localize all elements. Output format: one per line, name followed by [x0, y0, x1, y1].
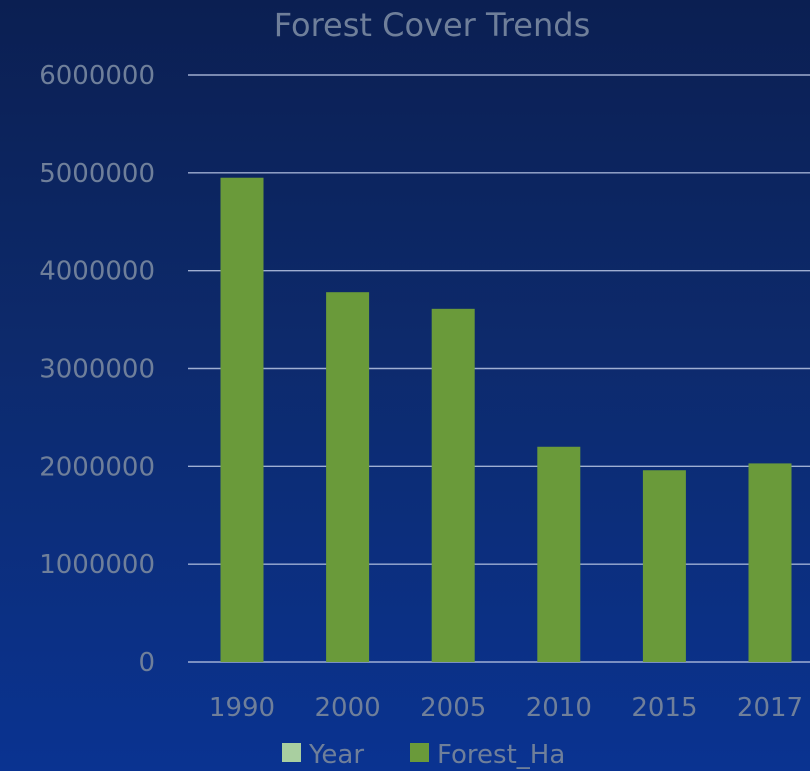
x-tick-label-1990: 1990 [209, 693, 275, 723]
x-tick-label-2005: 2005 [420, 693, 486, 723]
legend-swatch-year [282, 743, 301, 762]
x-tick-label-2017: 2017 [737, 693, 803, 723]
chart-title: Forest Cover Trends [274, 6, 591, 44]
bar-2010 [537, 446, 581, 662]
legend-label-forest-ha: Forest_Ha [437, 740, 565, 770]
legend: Year Forest_Ha [282, 740, 565, 770]
bar-2000 [326, 292, 370, 662]
y-tick-label-1000000: 1000000 [39, 550, 155, 580]
gridlines [188, 74, 810, 663]
y-tick-label-3000000: 3000000 [39, 355, 155, 385]
bar-1990 [220, 177, 264, 662]
legend-label-year: Year [308, 740, 364, 770]
bars [220, 177, 792, 662]
bar-2017 [748, 463, 792, 662]
bar-2005 [431, 308, 475, 662]
legend-swatch-forest-ha [410, 743, 429, 762]
y-axis-tick-labels: 0 1000000 2000000 3000000 4000000 5000000 6000… [39, 61, 155, 678]
y-tick-label-2000000: 2000000 [39, 452, 155, 482]
y-tick-label-6000000: 6000000 [39, 61, 155, 91]
y-tick-label-5000000: 5000000 [39, 159, 155, 189]
x-tick-label-2010: 2010 [526, 693, 592, 723]
x-tick-label-2000: 2000 [315, 693, 381, 723]
x-tick-label-2015: 2015 [631, 693, 697, 723]
y-tick-label-4000000: 4000000 [39, 257, 155, 287]
y-tick-label-0: 0 [138, 648, 155, 678]
bar-2015 [642, 470, 686, 662]
x-axis-tick-labels: 1990 2000 2005 2010 2015 2017 [209, 693, 803, 723]
